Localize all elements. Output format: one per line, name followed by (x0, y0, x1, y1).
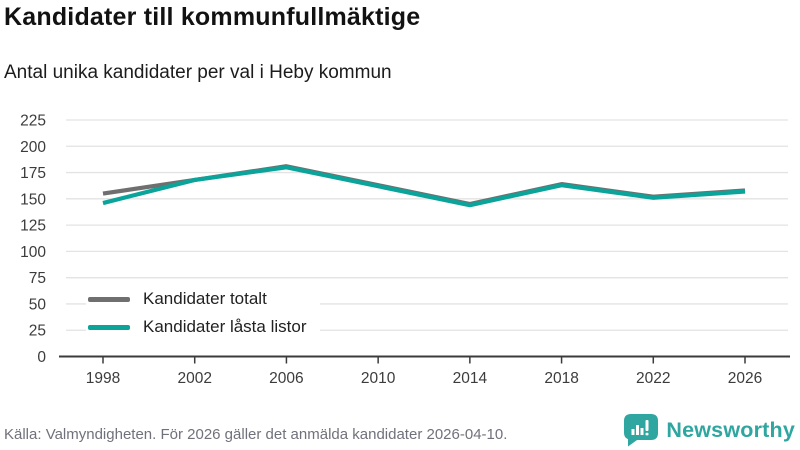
y-tick-label-100: 100 (20, 244, 46, 261)
y-tick-label-150: 150 (20, 191, 46, 208)
y-tick-label-50: 50 (29, 296, 47, 313)
legend-swatch-total (88, 296, 130, 302)
source-note: Källa: Valmyndigheten. För 2026 gäller d… (4, 426, 508, 443)
legend-swatch-locked-lists (88, 324, 130, 330)
x-tick-label-1998: 1998 (86, 370, 120, 387)
y-tick-label-25: 25 (29, 323, 46, 340)
newsworthy-logo: Newsworthy (623, 413, 795, 447)
legend-label-locked-lists: Kandidater låsta listor (143, 317, 307, 336)
x-tick-label-2022: 2022 (636, 370, 670, 387)
x-tick-label-2010: 2010 (361, 370, 396, 387)
x-tick-label-2006: 2006 (269, 370, 303, 387)
y-tick-label-75: 75 (29, 270, 46, 287)
newsworthy-logo-icon (624, 414, 659, 447)
x-tick-label-2002: 2002 (177, 370, 211, 387)
y-tick-label-225: 225 (20, 113, 46, 130)
chart-title: Kandidater till kommunfullmäktige (4, 3, 421, 31)
y-tick-label-175: 175 (20, 165, 46, 182)
legend-label-total: Kandidater totalt (143, 289, 267, 308)
y-tick-label-200: 200 (20, 139, 46, 156)
newsworthy-wordmark: Newsworthy (666, 417, 795, 442)
x-tick-label-2018: 2018 (544, 370, 578, 387)
chart-subtitle: Antal unika kandidater per val i Heby ko… (4, 62, 392, 83)
x-tick-label-2014: 2014 (453, 370, 488, 387)
x-tick-label-2026: 2026 (728, 370, 762, 387)
y-tick-label-125: 125 (20, 218, 46, 235)
chart-legend: Kandidater totalt Kandidater låsta listo… (86, 286, 321, 340)
legend-item-locked-lists: Kandidater låsta listor (88, 317, 306, 337)
series-line-1 (102, 165, 746, 208)
legend-item-total: Kandidater totalt (88, 289, 306, 309)
y-tick-label-0: 0 (37, 349, 46, 366)
